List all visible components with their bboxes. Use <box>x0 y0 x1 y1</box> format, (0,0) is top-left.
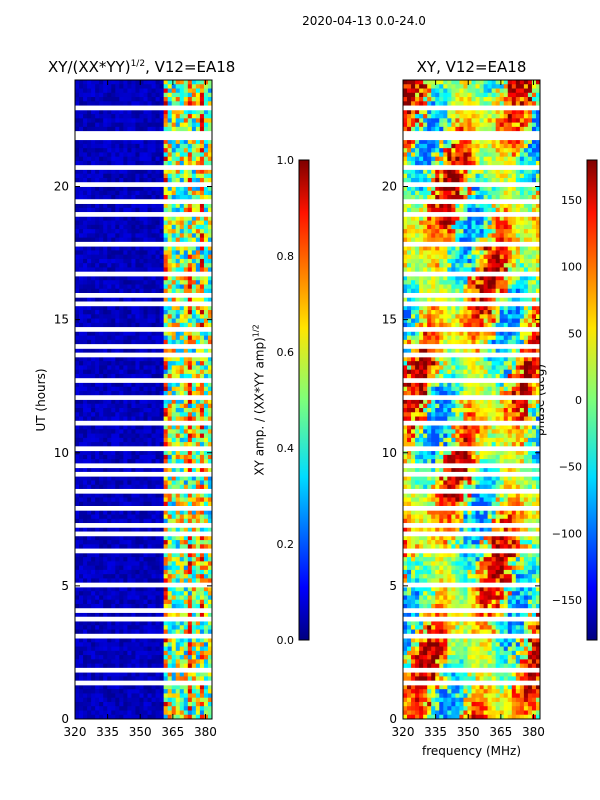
left-title-sup: 1/2 <box>130 59 146 69</box>
right-panel-title: XY, V12=EA18 <box>416 58 527 76</box>
colorbar-tick-label: −100 <box>552 527 582 540</box>
colorbar-tick-label: 0.4 <box>277 442 295 455</box>
colorbar-tick-label: 50 <box>568 327 582 340</box>
ytick-label: 15 <box>54 313 69 327</box>
colorbar-tick-label: 0.2 <box>277 538 295 551</box>
figure-suptitle: 2020-04-13 0.0-24.0 <box>302 14 426 28</box>
xtick-label: 335 <box>424 725 447 739</box>
colorbar-tick-label: 150 <box>561 194 582 207</box>
ytick-label: 10 <box>382 446 397 460</box>
colorbar-tick-label: 100 <box>561 261 582 274</box>
xtick-label: 380 <box>194 725 217 739</box>
left-panel-title: XY/(XX*YY)1/2, V12=EA18 <box>48 58 235 76</box>
left-title-main: XY/(XX*YY) <box>48 58 131 76</box>
colorbar-tick-label: 0.0 <box>277 634 295 647</box>
xtick-label: 365 <box>489 725 512 739</box>
ytick-label: 5 <box>61 579 69 593</box>
colorbar-tick-label: 0.6 <box>277 346 295 359</box>
ytick-label: 10 <box>54 446 69 460</box>
xtick-label: 350 <box>129 725 152 739</box>
ytick-label: 20 <box>382 180 397 194</box>
amplitude-colorbar <box>298 159 310 641</box>
xtick-label: 350 <box>457 725 480 739</box>
phase-colorbar <box>586 159 598 641</box>
ytick-label: 15 <box>382 313 397 327</box>
xtick-label: 335 <box>96 725 119 739</box>
xlabel: frequency (MHz) <box>421 744 522 758</box>
colorbar-tick-label: 1.0 <box>277 154 295 167</box>
ytick-label: 20 <box>54 180 69 194</box>
xtick-label: 380 <box>522 725 545 739</box>
colorbar-tick-label: −150 <box>552 594 582 607</box>
ytick-label: 0 <box>389 712 397 726</box>
amplitude-heatmap <box>75 80 212 719</box>
xtick-label: 320 <box>64 725 87 739</box>
xtick-label: 320 <box>392 725 415 739</box>
ytick-label: 0 <box>61 712 69 726</box>
axes-ticks: 320 335 350 365 380 0 5 10 15 20 320 335 350 365 380 0 5… <box>54 80 590 739</box>
colorbar-tick-label: 0 <box>575 394 582 407</box>
right-plot-frame <box>402 79 541 720</box>
phase-heatmap <box>403 80 540 719</box>
left-title-rest: , V12=EA18 <box>145 58 236 76</box>
left-plot-frame <box>74 79 213 720</box>
colorbar-tick-label: 0.8 <box>277 250 295 263</box>
ytick-label: 5 <box>389 579 397 593</box>
colorbar-tick-label: −50 <box>559 461 582 474</box>
xtick-label: 365 <box>161 725 184 739</box>
